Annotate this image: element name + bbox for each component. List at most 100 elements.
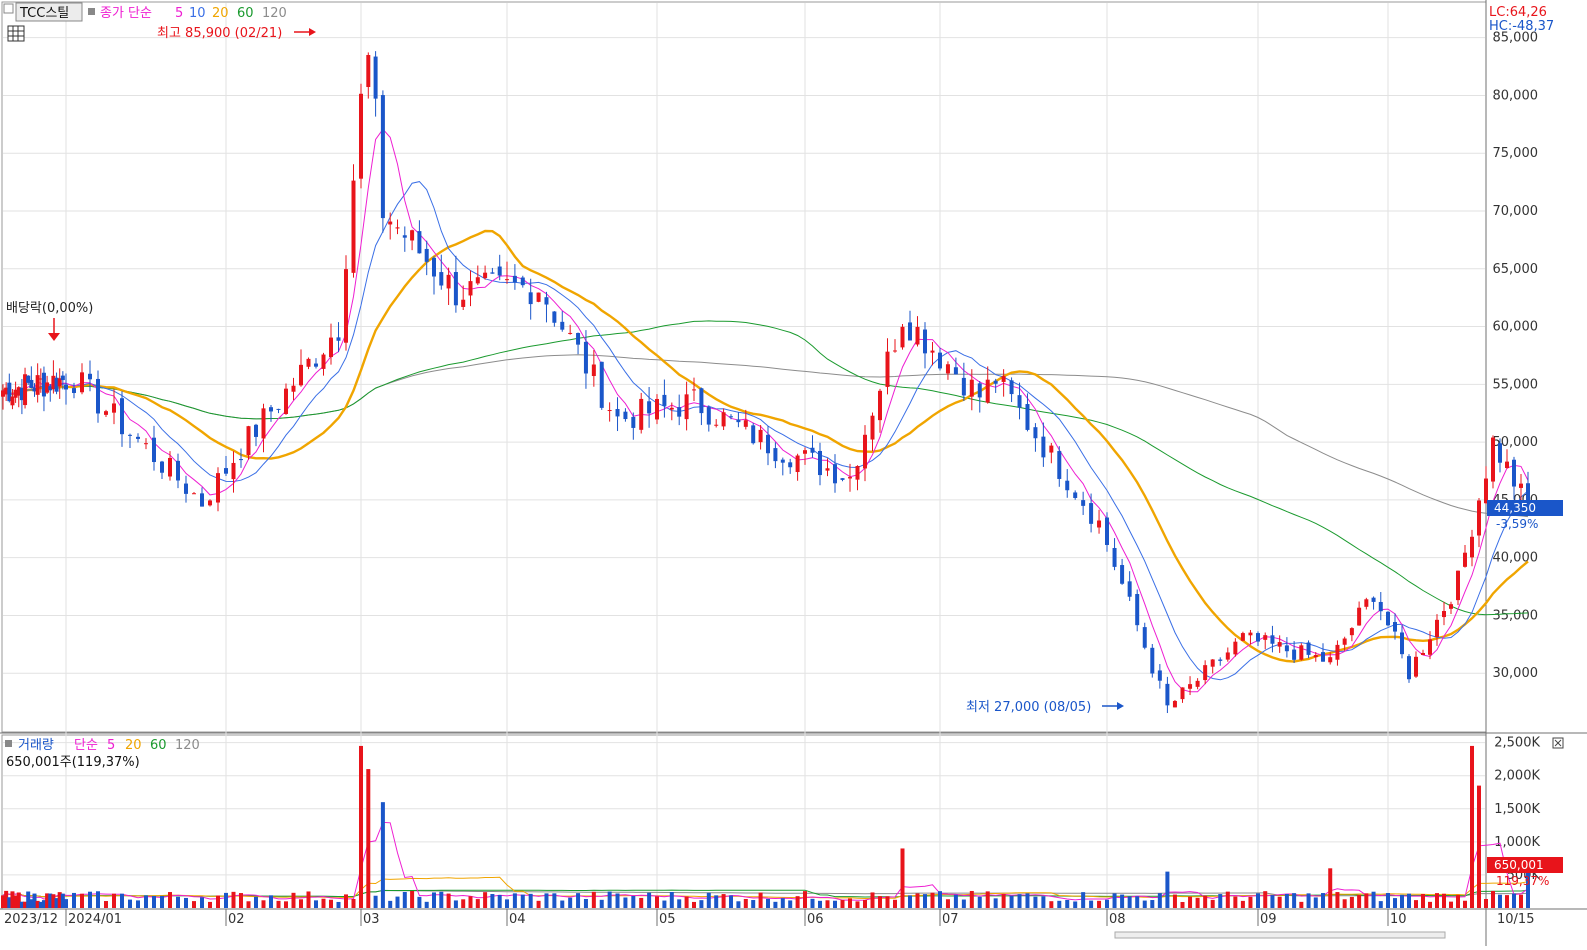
volume-bar	[136, 900, 140, 908]
candle	[803, 447, 807, 465]
candles[interactable]	[1, 51, 1530, 714]
collapse-box-icon[interactable]	[3, 3, 14, 14]
candle-body	[1442, 611, 1446, 618]
candle	[231, 451, 236, 493]
volume-bar	[200, 897, 204, 908]
volume-bar	[4, 890, 9, 908]
candle	[1195, 678, 1200, 690]
panel-close-icon[interactable]	[1552, 737, 1564, 749]
candle	[468, 270, 473, 307]
candle	[380, 90, 385, 233]
candle-body	[1033, 427, 1038, 439]
volume-bar	[1306, 893, 1311, 908]
candle	[1017, 382, 1022, 420]
volume-bar	[1157, 893, 1162, 908]
volume-tick-label: 2,500K	[1494, 736, 1540, 751]
candle-body	[417, 231, 422, 254]
candle	[1512, 456, 1516, 500]
candle-body	[993, 380, 998, 384]
candle	[54, 372, 59, 395]
volume-bar	[48, 893, 53, 908]
volume-bar	[54, 898, 59, 908]
volume-bar	[1342, 899, 1347, 908]
candle-body	[788, 462, 793, 468]
volume-ma-legend-label: 단순	[74, 738, 98, 753]
volume-bar	[1378, 901, 1383, 908]
candle-body	[284, 388, 288, 415]
volume-bar	[1292, 893, 1297, 908]
candle	[1081, 491, 1086, 515]
candle	[969, 369, 974, 411]
candle	[1449, 601, 1453, 615]
volume-bar	[945, 899, 950, 908]
volume-bar	[1009, 895, 1014, 908]
candle	[497, 254, 502, 281]
candle	[7, 373, 12, 403]
candle-body	[825, 468, 830, 471]
candle-body	[692, 389, 696, 391]
candle-body	[1328, 657, 1333, 663]
candle	[136, 433, 140, 443]
volume-bar	[417, 896, 422, 908]
scroll-handle[interactable]	[1114, 931, 1446, 939]
volume-bar	[216, 895, 220, 908]
candle-body	[351, 180, 356, 273]
candle-body	[373, 56, 378, 99]
candle	[1364, 597, 1369, 610]
candle	[1203, 660, 1208, 685]
volume-bar	[1112, 893, 1117, 908]
candle	[863, 425, 867, 482]
candle-body	[254, 424, 258, 437]
x-tick-label: 06	[807, 912, 824, 927]
volume-bar	[1400, 894, 1404, 908]
candle	[16, 386, 21, 408]
symbol-box[interactable]	[15, 2, 83, 22]
volume-bar	[1313, 897, 1318, 908]
candle	[714, 419, 719, 428]
price-tick-label: 50,000	[1493, 435, 1539, 450]
candle	[721, 408, 726, 430]
candle	[446, 267, 451, 305]
ma60-line	[2, 320, 1529, 616]
candle-body	[505, 279, 509, 281]
volume-bar	[490, 894, 495, 908]
candle-body	[1477, 500, 1481, 536]
price-tick-label: 80,000	[1493, 88, 1539, 103]
volume-bar	[923, 894, 927, 908]
candle	[239, 448, 243, 468]
table-grid-icon[interactable]	[7, 25, 25, 42]
candle	[1313, 652, 1318, 662]
candle	[80, 363, 84, 395]
price-panel[interactable]	[1, 1, 1487, 733]
volume-bar	[1519, 894, 1523, 908]
volume-bars[interactable]	[1, 745, 1530, 908]
volume-panel[interactable]	[1, 734, 1487, 910]
candle-body	[359, 93, 363, 179]
candle-body	[583, 341, 588, 374]
vma20-legend: 20	[125, 738, 142, 753]
candle	[1342, 636, 1347, 651]
candle-body	[483, 272, 488, 279]
candle-body	[743, 420, 748, 427]
price-tick-label: 85,000	[1493, 31, 1539, 46]
candle	[833, 454, 837, 493]
x-tick-label: 04	[509, 912, 526, 927]
volume-bar	[366, 769, 371, 908]
volume-bar	[662, 900, 667, 908]
volume-bar	[359, 745, 363, 908]
volume-bar	[706, 892, 711, 908]
candle	[706, 405, 711, 432]
volume-bar	[1089, 900, 1094, 908]
candle-body	[1041, 436, 1046, 458]
candle-body	[26, 375, 31, 383]
volume-bar	[1414, 900, 1418, 908]
volume-bar	[1120, 894, 1125, 908]
candle	[825, 458, 830, 477]
candle-body	[1349, 628, 1354, 636]
low-annotation: 최저 27,000 (08/05)	[966, 700, 1091, 715]
volume-bar	[591, 891, 596, 908]
volume-bar	[80, 893, 84, 908]
candle-body	[60, 375, 65, 381]
